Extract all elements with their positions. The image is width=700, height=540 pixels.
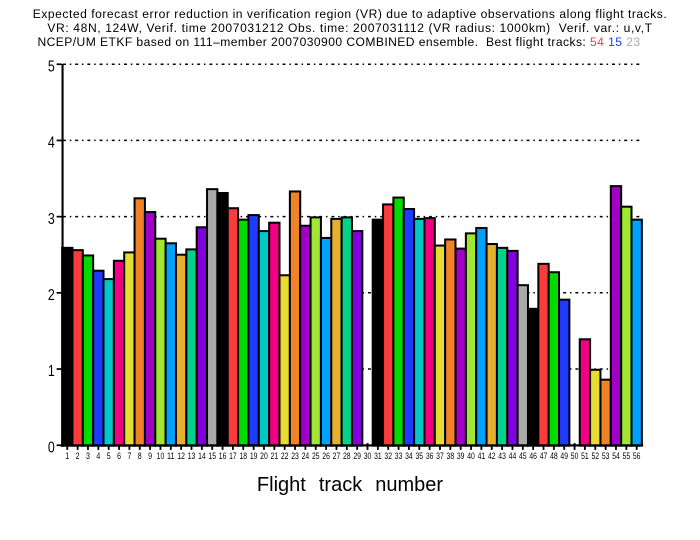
svg-text:28: 28 <box>343 451 351 462</box>
svg-text:5: 5 <box>107 451 111 462</box>
svg-text:2: 2 <box>76 451 80 462</box>
svg-text:32: 32 <box>384 451 392 462</box>
svg-text:48: 48 <box>550 451 558 462</box>
svg-text:31: 31 <box>374 451 382 462</box>
svg-text:54: 54 <box>612 451 620 462</box>
svg-text:16: 16 <box>219 451 227 462</box>
svg-text:38: 38 <box>447 451 455 462</box>
svg-text:4: 4 <box>96 451 100 462</box>
svg-text:24: 24 <box>302 451 310 462</box>
svg-text:22: 22 <box>281 451 289 462</box>
svg-text:53: 53 <box>602 451 610 462</box>
svg-text:49: 49 <box>560 451 568 462</box>
svg-text:0: 0 <box>48 439 55 456</box>
svg-text:17: 17 <box>229 451 237 462</box>
svg-text:39: 39 <box>457 451 465 462</box>
svg-text:30: 30 <box>364 451 372 462</box>
svg-text:42: 42 <box>488 451 496 462</box>
svg-text:1: 1 <box>48 363 55 380</box>
svg-text:52: 52 <box>591 451 599 462</box>
svg-text:1: 1 <box>65 451 69 462</box>
svg-text:46: 46 <box>529 451 537 462</box>
svg-text:13: 13 <box>188 451 196 462</box>
svg-text:55: 55 <box>623 451 631 462</box>
svg-text:5: 5 <box>48 58 55 75</box>
svg-text:50: 50 <box>571 451 579 462</box>
svg-text:23: 23 <box>291 451 299 462</box>
svg-text:20: 20 <box>260 451 268 462</box>
svg-text:8: 8 <box>138 451 142 462</box>
svg-text:35: 35 <box>415 451 423 462</box>
svg-text:2: 2 <box>48 287 55 304</box>
svg-text:4: 4 <box>48 135 55 152</box>
svg-text:25: 25 <box>312 451 320 462</box>
svg-text:12: 12 <box>177 451 185 462</box>
svg-text:7: 7 <box>127 451 131 462</box>
svg-text:33: 33 <box>395 451 403 462</box>
svg-text:15: 15 <box>208 451 216 462</box>
svg-text:18: 18 <box>239 451 247 462</box>
svg-text:36: 36 <box>426 451 434 462</box>
svg-text:34: 34 <box>405 451 413 462</box>
svg-text:56: 56 <box>633 451 641 462</box>
svg-text:29: 29 <box>353 451 361 462</box>
svg-text:6: 6 <box>117 451 121 462</box>
svg-text:43: 43 <box>498 451 506 462</box>
svg-text:14: 14 <box>198 451 206 462</box>
svg-text:44: 44 <box>509 451 517 462</box>
svg-text:3: 3 <box>86 451 90 462</box>
svg-text:37: 37 <box>436 451 444 462</box>
svg-text:21: 21 <box>271 451 279 462</box>
svg-text:11: 11 <box>167 451 175 462</box>
svg-text:19: 19 <box>250 451 258 462</box>
svg-text:27: 27 <box>333 451 341 462</box>
svg-text:9: 9 <box>148 451 152 462</box>
svg-text:51: 51 <box>581 451 589 462</box>
svg-text:41: 41 <box>478 451 486 462</box>
svg-text:47: 47 <box>540 451 548 462</box>
svg-text:26: 26 <box>322 451 330 462</box>
svg-text:45: 45 <box>519 451 527 462</box>
svg-text:3: 3 <box>48 211 55 228</box>
svg-text:10: 10 <box>157 451 165 462</box>
svg-text:40: 40 <box>467 451 475 462</box>
